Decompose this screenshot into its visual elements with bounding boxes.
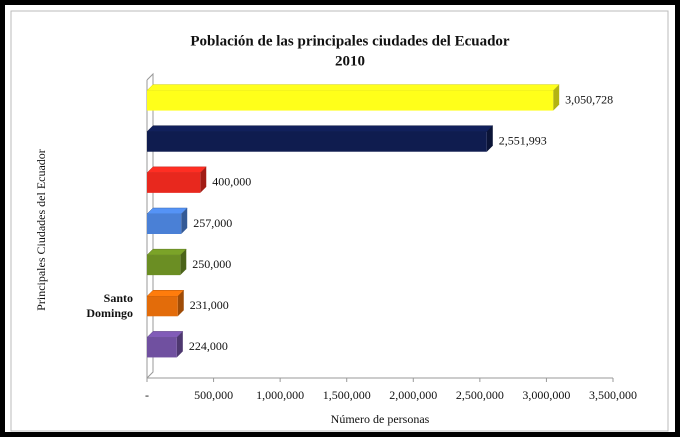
chart-subtitle: 2010: [335, 53, 365, 69]
bar-side: [176, 331, 183, 358]
value-label: 224,000: [189, 339, 228, 353]
bar: [147, 214, 182, 234]
chart-title: Población de las principales ciudades de…: [190, 33, 510, 49]
bar: [147, 172, 201, 193]
bar-side: [180, 249, 187, 276]
value-label: 231,000: [190, 298, 229, 312]
axis-wall: [146, 72, 154, 380]
value-label: 3,050,728: [565, 92, 613, 106]
x-tick-label: 3,000,000: [522, 388, 570, 402]
x-tick-label: 2,500,000: [456, 388, 504, 402]
value-label: 2,551,993: [499, 133, 547, 147]
bar-top: [146, 125, 494, 132]
bar: [147, 90, 554, 111]
value-label: 400,000: [212, 175, 251, 189]
bar-top: [146, 331, 184, 338]
chart-area: [10, 10, 669, 432]
bar-side: [486, 125, 493, 152]
bar-side: [181, 208, 188, 234]
bar-top: [146, 248, 187, 256]
x-axis-label: Número de personas: [331, 412, 430, 426]
bar-side: [553, 84, 560, 111]
bar-side: [177, 290, 184, 317]
x-tick-label: 1,500,000: [323, 388, 371, 402]
bar: [147, 296, 178, 317]
x-tick-label: -: [145, 388, 149, 402]
bar-top: [146, 166, 207, 174]
value-label: 257,000: [193, 216, 232, 230]
value-label: 250,000: [192, 257, 231, 271]
x-tick-label: 1,000,000: [256, 388, 304, 402]
x-tick-label: 2,000,000: [389, 388, 437, 402]
bar-top: [146, 84, 560, 91]
y-axis-label: Principales Ciudades del Ecuador: [34, 149, 48, 311]
x-tick-label: 500,000: [194, 388, 233, 402]
bar: [147, 131, 487, 152]
bar-top: [146, 290, 185, 297]
bar: [147, 255, 181, 276]
bar-side: [200, 166, 207, 193]
y-tick-label: Santo Domingo: [86, 291, 133, 320]
x-tick-label: 3,500,000: [589, 388, 637, 402]
bar-top: [146, 207, 188, 215]
bar: [147, 337, 177, 358]
